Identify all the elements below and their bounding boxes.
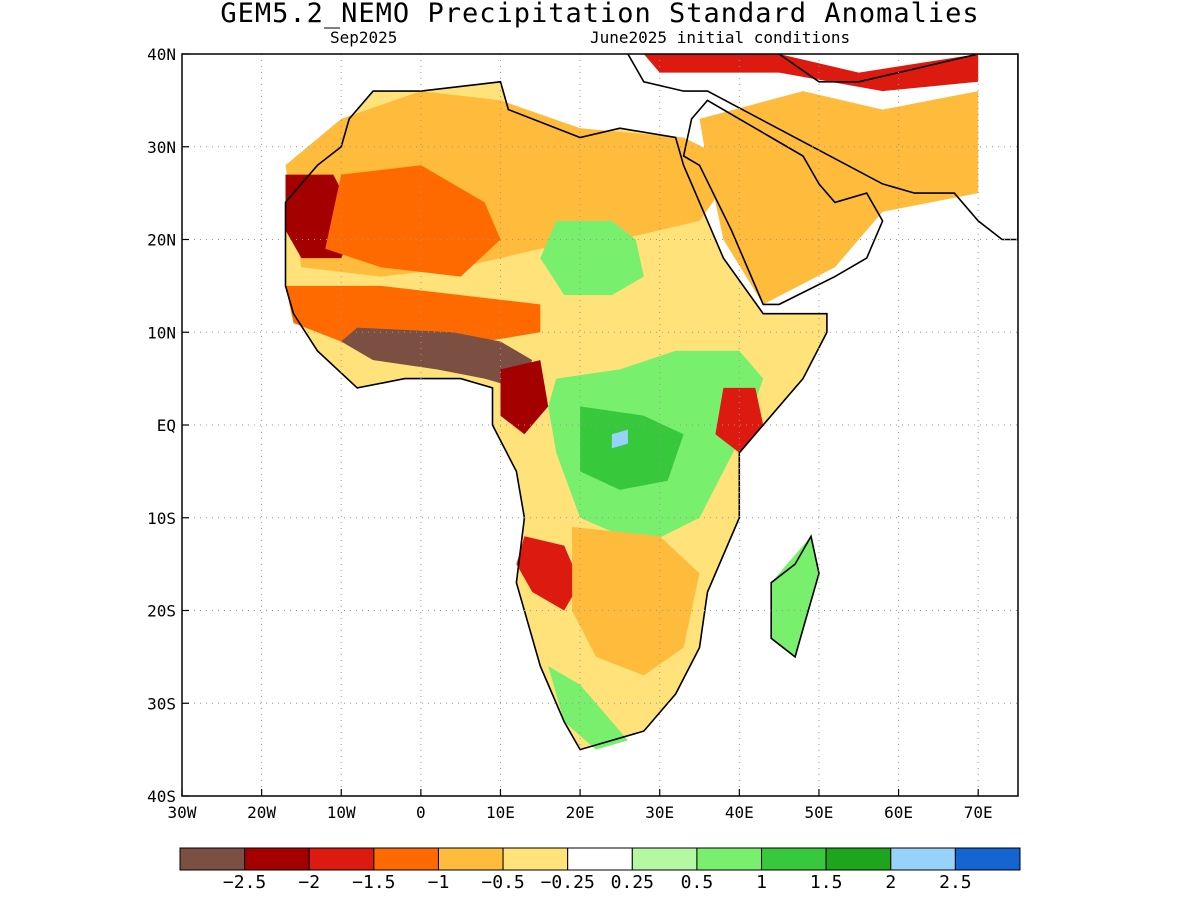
coastline-asia_south [626,54,1018,241]
anomaly-region-arabia-orange [699,91,979,305]
anomaly-region-sahel-orange [285,285,541,342]
colorbar-label: 1 [756,872,767,893]
x-tick-label: 10W [327,803,356,822]
colorbar-label: 2.5 [939,872,972,893]
latitude-axis: 40N 30N 20N 10N EQ 10S 20S 30S 40S [147,45,189,806]
colorbar-label: −1 [428,872,450,893]
colorbar-swatch [631,847,698,871]
y-tick-label: 20N [147,231,176,250]
colorbar-swatch [308,847,375,871]
longitude-axis: 30W 20W 10W 0 10E 20E 30E 40E 50E 60E 70E [168,789,993,822]
y-tick-label: 30N [147,138,176,157]
colorbar-swatch [954,847,1021,871]
x-tick-label: 20W [247,803,276,822]
colorbar-swatch [244,847,310,871]
y-tick-label: 40S [147,787,176,806]
y-tick-label: 10N [147,323,176,342]
anomaly-region-southern-africa-orange [572,527,700,676]
x-tick-label: 50E [804,803,833,822]
x-tick-label: 30W [168,803,197,822]
colorbar-swatch [825,847,892,871]
colorbar-swatch [761,847,827,871]
coastline-africa [284,80,828,751]
y-tick-label: 20S [147,602,176,621]
colorbar-label: 0.5 [681,872,714,893]
colorbar-label: 2 [885,872,896,893]
colorbar-label: −1.5 [352,872,395,893]
coastline-madagascar [770,534,820,659]
colorbar-label: −0.25 [541,872,595,893]
y-tick-label: EQ [157,416,176,435]
colorbar-swatch [567,847,633,871]
y-tick-label: 40N [147,45,176,64]
anomaly-region-north-mediterranean-red [643,54,979,92]
x-tick-label: 30E [645,803,674,822]
x-tick-label: 10E [486,803,515,822]
valid-month-label: Sep2025 [330,28,398,47]
colorbar-swatch [696,847,763,871]
x-tick-label: 20E [566,803,595,822]
page-title: GEM5.2_NEMO Precipitation Standard Anoma… [220,0,980,29]
anomaly-region-sahara-central-orange [325,165,501,277]
anomaly-region-madagascar-green [771,536,819,657]
anomaly-region-congo-blue [611,429,628,449]
x-tick-label: 0 [416,803,426,822]
colorbar: −2.5 −2 −1.5 −1 −0.5 −0.25 0.25 0.5 1 1.5 2 2.5 [179,847,1021,893]
colorbar-swatch [373,847,439,871]
x-tick-label: 60E [884,803,913,822]
colorbar-label: −2 [298,872,320,893]
coastlines [284,54,1018,751]
colorbar-swatch [179,847,246,871]
colorbar-label: −0.5 [481,872,524,893]
y-tick-label: 10S [147,509,176,528]
anomaly-region-congo-darkgreen [580,406,684,490]
colorbar-swatch [890,847,956,871]
anomaly-field [285,54,979,750]
colorbar-label: −2.5 [223,872,266,893]
colorbar-swatch [502,847,569,871]
graticule [182,54,1018,796]
x-tick-label: 40E [725,803,754,822]
colorbar-swatch [437,847,504,871]
colorbar-label: 1.5 [810,872,843,893]
initial-conditions-label: June2025 initial conditions [590,28,851,47]
colorbar-label: 0.25 [611,872,654,893]
anomaly-region-angola-red [516,536,581,611]
anomaly-region-cameroon-darkred [500,360,549,435]
anomaly-region-south-africa-green [548,666,628,750]
anomaly-region-gulf-guinea-brown [341,327,533,388]
x-tick-label: 70E [964,803,993,822]
coastline-arabia [682,99,884,306]
y-tick-label: 30S [147,694,176,713]
